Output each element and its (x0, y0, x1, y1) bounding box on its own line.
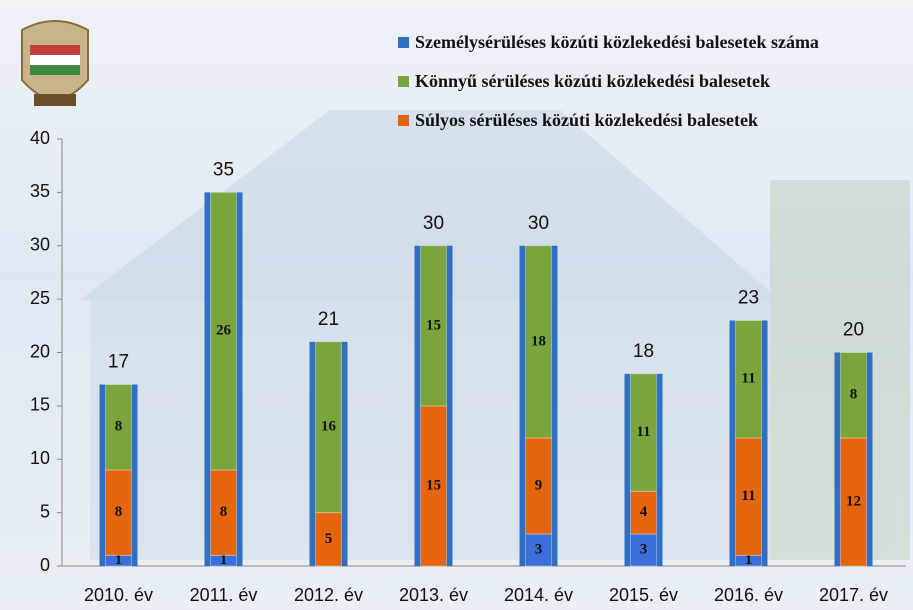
segment-label: 5 (325, 531, 333, 547)
segment-label: 8 (115, 419, 123, 435)
total-label: 17 (108, 352, 129, 373)
total-label: 30 (423, 213, 444, 234)
segment-label: 26 (216, 323, 232, 339)
bar-segment (735, 319, 762, 439)
bar-segment (105, 384, 132, 471)
total-label: 18 (633, 341, 654, 362)
bar-segment (210, 191, 237, 471)
legend-label: Könnyű sérüléses közúti közlekedési bale… (415, 71, 771, 91)
y-tick-label: 10 (30, 448, 50, 468)
y-tick-label: 0 (40, 555, 50, 575)
legend-entry: Súlyos sérüléses közúti közlekedési bale… (398, 108, 903, 133)
total-label: 23 (738, 287, 759, 308)
x-tick-label: 2015. év (609, 585, 678, 605)
y-tick-label: 35 (30, 181, 50, 201)
bar-segment (420, 245, 447, 407)
segment-label: 11 (741, 371, 755, 387)
segment-label: 15 (426, 477, 441, 493)
x-tick-label: 2017. év (819, 585, 888, 605)
x-tick-label: 2011. év (190, 585, 258, 605)
bar-segment (525, 245, 552, 439)
total-label: 35 (213, 159, 234, 180)
segment-label: 1 (745, 552, 753, 568)
legend-label: Súlyos sérüléses közúti közlekedési bale… (415, 110, 759, 130)
y-tick-label: 5 (40, 501, 50, 521)
segment-label: 1 (115, 552, 123, 568)
legend-swatch (398, 76, 409, 87)
segment-label: 15 (426, 317, 441, 333)
bar-segment (840, 352, 867, 439)
segment-label: 11 (741, 488, 755, 504)
segment-label: 3 (640, 541, 648, 557)
segment-label: 8 (220, 504, 228, 520)
segment-label: 12 (846, 493, 861, 509)
total-label: 20 (843, 320, 864, 341)
segment-label: 8 (850, 387, 858, 403)
legend: Személysérüléses közúti közlekedési bale… (398, 30, 903, 147)
legend-label: Személysérüléses közúti közlekedési bale… (415, 32, 819, 52)
total-label: 30 (528, 213, 549, 234)
bar-segment (315, 341, 342, 514)
y-tick-label: 25 (30, 288, 50, 308)
legend-entry: Könnyű sérüléses közúti közlekedési bale… (398, 69, 903, 94)
segment-label: 8 (115, 504, 123, 520)
bar-segment (525, 533, 552, 567)
total-label: 21 (318, 309, 339, 330)
bar-segment (315, 512, 342, 567)
bar-segment (105, 469, 132, 556)
legend-swatch (398, 115, 409, 126)
x-tick-label: 2014. év (504, 585, 573, 605)
y-tick-label: 30 (30, 235, 50, 255)
x-tick-label: 2012. év (294, 585, 363, 605)
segment-label: 11 (636, 424, 650, 440)
y-tick-label: 20 (30, 341, 50, 361)
x-tick-label: 2016. év (714, 585, 783, 605)
segment-label: 16 (321, 419, 337, 435)
bar-segment (630, 373, 657, 492)
legend-swatch (398, 37, 409, 48)
bar-segment (210, 469, 237, 556)
segment-label: 4 (640, 504, 648, 520)
x-tick-label: 2013. év (399, 585, 468, 605)
segment-label: 9 (535, 477, 543, 493)
segment-label: 3 (535, 541, 543, 557)
segment-label: 1 (220, 552, 228, 568)
y-tick-label: 40 (30, 128, 50, 148)
segment-label: 18 (531, 333, 546, 349)
x-tick-label: 2010. év (84, 585, 153, 605)
police-logo (21, 20, 89, 106)
bar-segment (735, 437, 762, 556)
y-tick-label: 15 (30, 395, 50, 415)
bar-segment (840, 437, 867, 567)
legend-entry: Személysérüléses közúti közlekedési bale… (398, 30, 903, 55)
